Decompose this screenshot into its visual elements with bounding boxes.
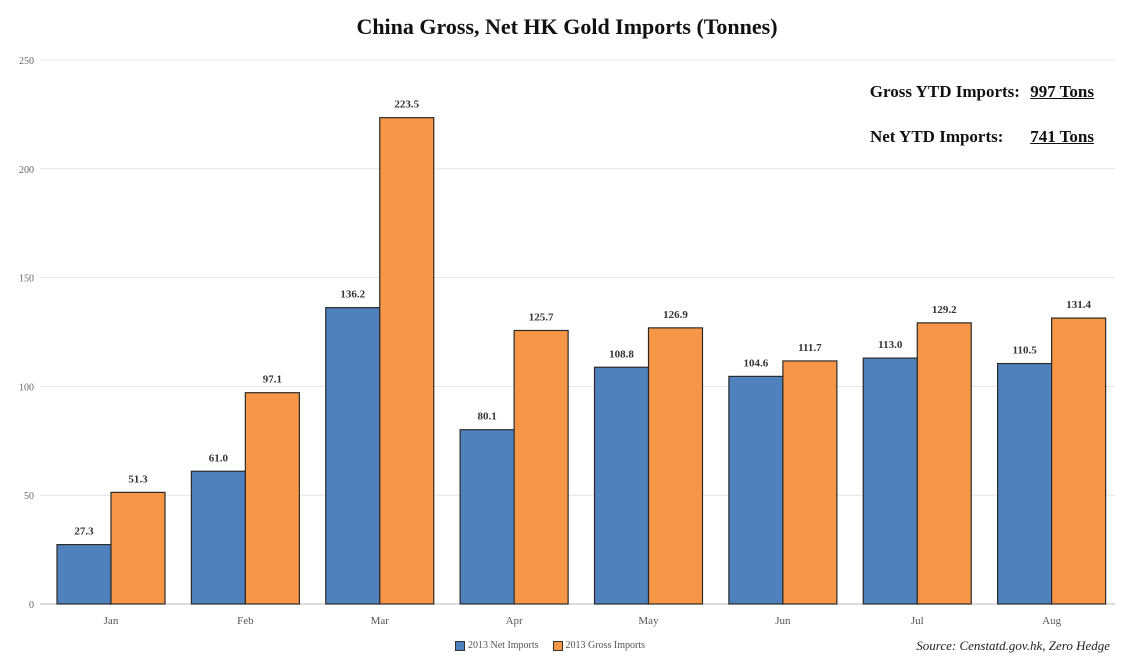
data-label: 129.2 — [932, 304, 957, 316]
data-label: 97.1 — [263, 374, 282, 386]
y-tick-label: 250 — [19, 56, 34, 67]
chart-title: China Gross, Net HK Gold Imports (Tonnes… — [356, 14, 778, 39]
legend-swatch-gross — [552, 640, 563, 651]
data-label: 51.3 — [128, 473, 148, 485]
data-label: 104.6 — [744, 357, 769, 369]
bar-gross — [782, 360, 838, 605]
y-tick-label: 200 — [19, 165, 34, 176]
data-label: 27.3 — [74, 526, 94, 538]
x-tick-label: Jan — [104, 615, 119, 627]
legend: 2013 Net Imports 2013 Gross Imports — [455, 640, 645, 651]
data-label: 61.0 — [209, 452, 229, 464]
data-label: 113.0 — [878, 339, 903, 351]
y-tick-label: 100 — [19, 382, 34, 393]
bar-gross — [379, 117, 435, 605]
x-tick-label: Aug — [1042, 615, 1061, 627]
y-tick-label: 0 — [29, 600, 34, 611]
source-note: Source: Censtatd.gov.hk, Zero Hedge — [916, 638, 1110, 653]
x-tick-label: Jun — [775, 615, 791, 627]
data-label: 126.9 — [663, 309, 688, 321]
bar-gross — [110, 491, 166, 605]
bar-net — [325, 307, 381, 605]
data-label: 111.7 — [798, 342, 822, 354]
bar-net — [459, 429, 515, 605]
gross-ytd-label: Gross YTD Imports: — [869, 82, 1020, 101]
bar-gross — [1051, 317, 1107, 605]
x-tick-label: Jul — [911, 615, 924, 627]
bar-gross — [244, 392, 300, 605]
bar-net — [862, 357, 918, 605]
bar-net — [593, 366, 650, 605]
bar-gross — [916, 322, 972, 605]
legend-swatch-net — [455, 640, 465, 651]
legend-item-net: 2013 Net Imports — [455, 640, 539, 651]
data-label: 136.2 — [340, 289, 365, 301]
gross-ytd-annotation: Gross YTD Imports: 997 Tons — [870, 82, 1094, 102]
bar-net — [56, 543, 112, 605]
bar-net — [190, 470, 246, 605]
legend-label-net: 2013 Net Imports — [468, 640, 539, 651]
x-tick-label: Feb — [237, 615, 254, 627]
bar-net — [997, 362, 1053, 605]
net-ytd-annotation: Net YTD Imports: 741 Tons — [870, 127, 1094, 147]
legend-label-gross: 2013 Gross Imports — [565, 640, 645, 651]
bar-net — [728, 375, 784, 605]
data-label: 223.5 — [394, 99, 419, 111]
x-tick-label: Apr — [506, 615, 523, 627]
bar-gross — [513, 329, 569, 605]
gross-ytd-value: 997 Tons — [1030, 82, 1094, 101]
x-tick-label: Mar — [371, 615, 390, 627]
data-label: 125.7 — [529, 311, 554, 323]
y-tick-label: 150 — [19, 274, 34, 285]
net-ytd-value: 741 Tons — [1030, 127, 1094, 146]
x-tick-label: May — [638, 615, 659, 627]
y-tick-label: 50 — [24, 491, 34, 502]
data-label: 131.4 — [1066, 299, 1091, 311]
legend-item-gross: 2013 Gross Imports — [552, 640, 645, 651]
net-ytd-label: Net YTD Imports: — [869, 127, 1004, 146]
data-label: 80.1 — [478, 411, 497, 423]
data-label: 108.8 — [609, 348, 634, 360]
data-label: 110.5 — [1013, 345, 1038, 357]
bar-gross — [647, 327, 704, 605]
